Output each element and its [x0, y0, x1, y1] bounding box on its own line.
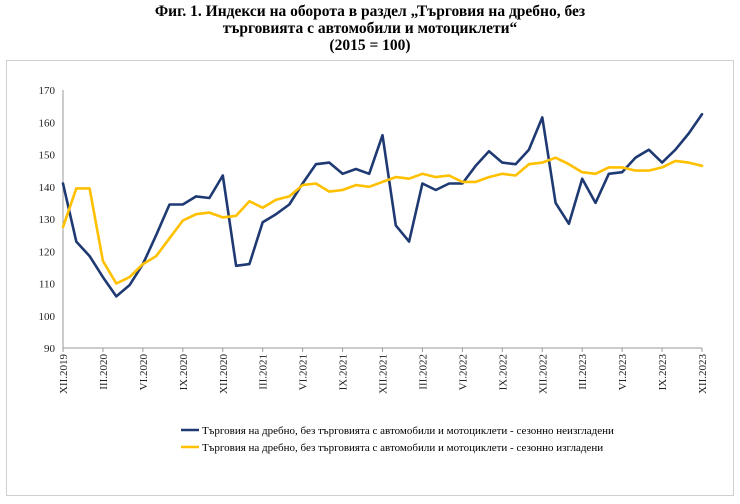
series-line-adjusted [61, 156, 704, 285]
legend-label: Търговия на дребно, без търговията с авт… [202, 425, 614, 437]
x-tick-label: XII.2021 [378, 354, 390, 394]
y-axis-ticks: 90 100 110 120 130 140 150 160 170 [39, 85, 56, 355]
chart-title-line-3: (2015 = 100) [329, 37, 411, 54]
chart-title-line-1: Фиг. 1. Индекси на оборота в раздел „Тър… [154, 3, 586, 20]
y-tick-label: 160 [39, 117, 56, 129]
chart-title-line-2: търговията с автомобили и мотоциклети“ [222, 20, 518, 37]
y-tick-label: 90 [44, 343, 56, 355]
y-tick-label: 150 [39, 150, 56, 162]
y-tick-label: 100 [39, 311, 56, 323]
x-tick-label: VI.2023 [617, 354, 629, 391]
y-tick-label: 130 [39, 214, 56, 226]
x-tick-label: IX.2022 [497, 354, 509, 390]
y-tick-label: 110 [39, 279, 56, 291]
x-tick-label: III.2020 [98, 354, 110, 390]
chart-legend: Търговия на дребно, без търговията с авт… [181, 425, 614, 454]
legend-label: Търговия на дребно, без търговията с авт… [202, 442, 603, 454]
chart-axes [62, 90, 702, 349]
y-tick-label: 120 [39, 246, 56, 258]
chart-series [61, 112, 704, 298]
chart-title: Фиг. 1. Индекси на оборота в раздел „Тър… [0, 3, 740, 54]
x-tick-label: XII.2022 [537, 354, 549, 394]
x-tick-label: VI.2021 [298, 354, 310, 390]
x-tick-label: III.2021 [258, 354, 270, 390]
x-tick-label: XII.2019 [58, 354, 70, 395]
x-tick-label: III.2022 [417, 354, 429, 390]
x-tick-label: VI.2020 [138, 354, 150, 391]
x-tick-label: VI.2022 [457, 354, 469, 390]
x-tick-label: IX.2023 [657, 354, 669, 391]
chart-frame [6, 60, 734, 496]
y-tick-label: 170 [39, 85, 56, 97]
x-tick-label: IX.2021 [338, 354, 350, 390]
x-tick-label: XII.2020 [218, 354, 230, 395]
y-tick-label: 140 [39, 182, 56, 194]
series-line-unadjusted [61, 112, 704, 298]
x-tick-label: IX.2020 [178, 354, 190, 391]
x-axis-ticks: XII.2019 III.2020 VI.2020 IX.2020 XII.2020 II… [58, 348, 709, 394]
x-tick-label: XII.2023 [697, 354, 709, 395]
x-tick-label: III.2023 [577, 354, 589, 390]
